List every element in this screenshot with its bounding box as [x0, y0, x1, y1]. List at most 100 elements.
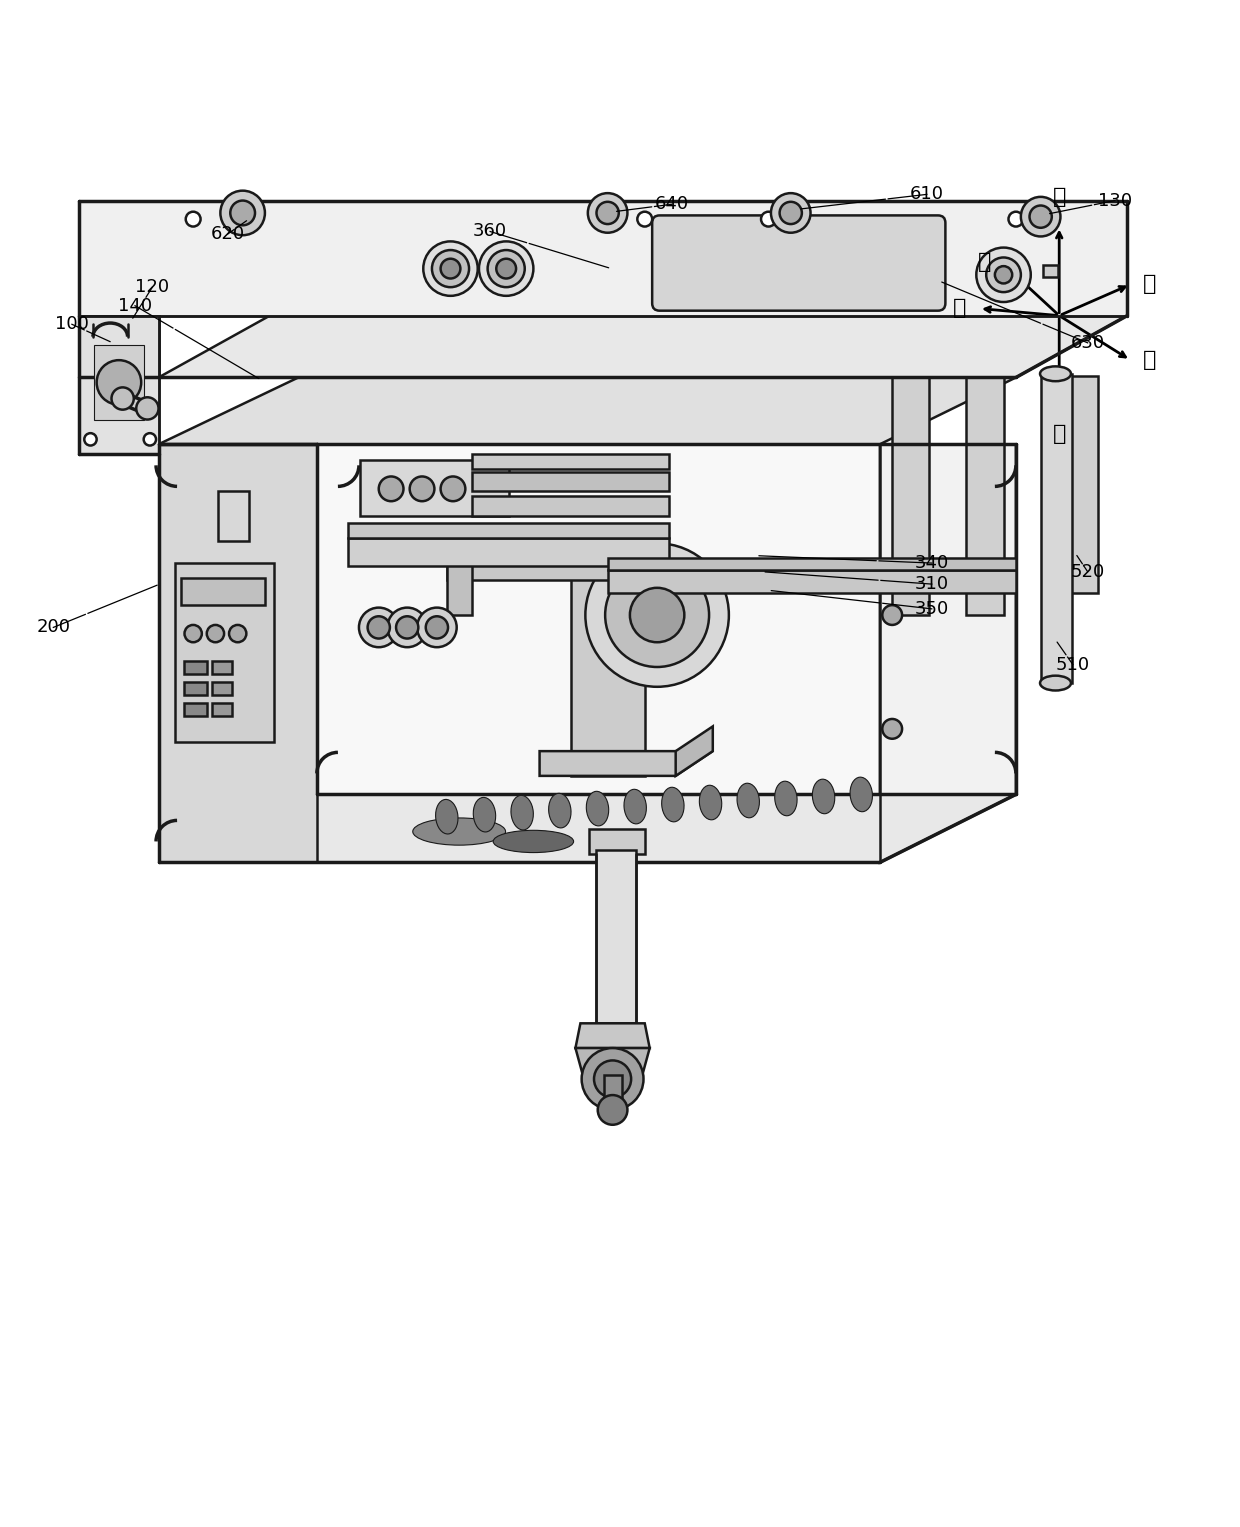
Circle shape — [97, 360, 141, 405]
Bar — [185, 661, 207, 675]
Polygon shape — [880, 444, 1016, 863]
Text: 520: 520 — [1070, 563, 1105, 580]
Ellipse shape — [1040, 366, 1071, 382]
Ellipse shape — [474, 797, 496, 832]
Circle shape — [588, 192, 627, 232]
Text: 140: 140 — [118, 296, 153, 315]
Polygon shape — [676, 727, 713, 776]
Bar — [185, 683, 207, 695]
Polygon shape — [317, 444, 1016, 794]
Bar — [212, 702, 232, 716]
Circle shape — [423, 241, 477, 296]
Bar — [175, 563, 274, 742]
FancyBboxPatch shape — [652, 215, 945, 310]
Text: 620: 620 — [211, 224, 244, 243]
Circle shape — [358, 608, 398, 647]
Bar — [589, 829, 645, 854]
Polygon shape — [159, 794, 1016, 863]
Circle shape — [440, 258, 460, 278]
Ellipse shape — [851, 777, 873, 812]
Circle shape — [883, 719, 901, 739]
Polygon shape — [893, 377, 929, 615]
Text: 下: 下 — [1053, 425, 1066, 444]
Bar — [471, 454, 670, 469]
Text: 510: 510 — [1055, 655, 1090, 673]
Text: 后: 后 — [978, 252, 992, 272]
Polygon shape — [79, 316, 159, 377]
Circle shape — [496, 258, 516, 278]
Circle shape — [387, 608, 427, 647]
Polygon shape — [539, 751, 713, 776]
Circle shape — [186, 212, 201, 226]
Polygon shape — [159, 377, 1016, 444]
Bar — [1040, 374, 1071, 683]
Bar — [471, 472, 670, 492]
Text: 前: 前 — [1143, 350, 1156, 370]
Polygon shape — [159, 444, 317, 863]
Ellipse shape — [413, 818, 506, 844]
Ellipse shape — [587, 791, 609, 826]
Bar — [446, 559, 657, 580]
Ellipse shape — [775, 782, 797, 815]
Circle shape — [136, 397, 159, 420]
Bar — [212, 661, 232, 675]
Circle shape — [207, 625, 224, 643]
Circle shape — [231, 200, 255, 226]
Circle shape — [605, 563, 709, 667]
Ellipse shape — [737, 783, 759, 818]
Text: 350: 350 — [915, 600, 949, 618]
Bar — [596, 851, 636, 1023]
Polygon shape — [79, 200, 1127, 316]
Text: 左: 左 — [954, 298, 967, 319]
Bar — [347, 524, 670, 539]
Circle shape — [1008, 212, 1023, 226]
Circle shape — [409, 476, 434, 501]
Circle shape — [771, 192, 811, 232]
Ellipse shape — [511, 796, 533, 831]
Circle shape — [396, 617, 418, 638]
Circle shape — [637, 212, 652, 226]
Circle shape — [582, 1048, 644, 1110]
Bar — [1043, 264, 1058, 278]
Circle shape — [479, 241, 533, 296]
Bar — [632, 556, 657, 640]
Circle shape — [883, 605, 901, 625]
Circle shape — [976, 247, 1030, 302]
Text: 130: 130 — [1097, 191, 1132, 209]
Bar — [446, 556, 471, 615]
Bar — [1070, 376, 1097, 592]
Polygon shape — [966, 377, 1003, 615]
Polygon shape — [79, 316, 159, 454]
Circle shape — [630, 588, 684, 643]
Bar — [185, 702, 207, 716]
Polygon shape — [575, 1023, 650, 1048]
Ellipse shape — [624, 789, 646, 825]
Text: 200: 200 — [36, 618, 71, 637]
Bar — [604, 1075, 622, 1102]
Polygon shape — [299, 336, 1016, 377]
Text: 640: 640 — [655, 195, 689, 214]
Circle shape — [417, 608, 456, 647]
Ellipse shape — [662, 788, 684, 822]
Circle shape — [367, 617, 389, 638]
Ellipse shape — [699, 785, 722, 820]
Text: 右: 右 — [1143, 275, 1156, 295]
Bar — [218, 492, 249, 541]
Circle shape — [425, 617, 448, 638]
Circle shape — [144, 434, 156, 446]
Polygon shape — [575, 1048, 650, 1075]
Bar — [181, 577, 265, 605]
Ellipse shape — [1040, 675, 1071, 690]
Text: 340: 340 — [915, 554, 949, 573]
Text: 360: 360 — [472, 223, 507, 240]
Circle shape — [598, 1095, 627, 1125]
Circle shape — [585, 544, 729, 687]
Circle shape — [994, 266, 1012, 284]
Bar — [94, 345, 144, 420]
Bar — [608, 571, 1016, 592]
Circle shape — [112, 388, 134, 409]
Text: 310: 310 — [915, 576, 949, 592]
Ellipse shape — [548, 794, 572, 828]
Circle shape — [84, 434, 97, 446]
Ellipse shape — [435, 800, 458, 834]
